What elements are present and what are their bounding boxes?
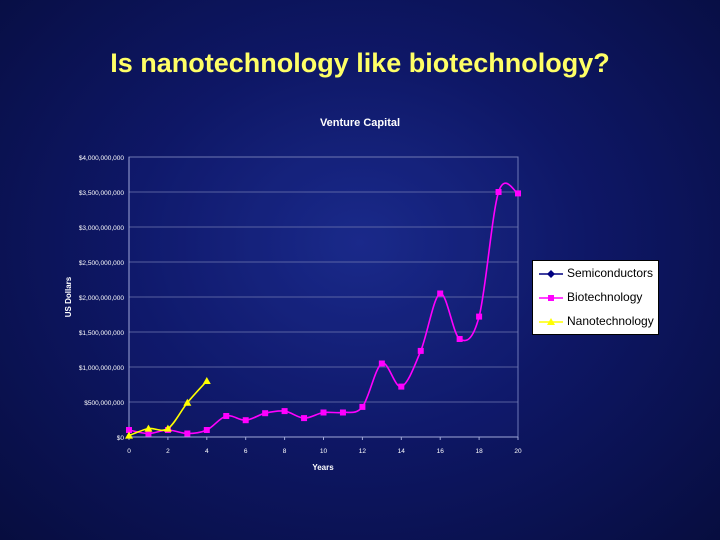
data-point <box>281 408 288 415</box>
data-point <box>262 410 269 417</box>
data-point <box>378 360 385 367</box>
data-point <box>223 413 230 419</box>
x-tick-label: 16 <box>437 448 445 455</box>
legend-item-nanotechnology: Nanotechnology <box>537 312 657 332</box>
data-point <box>144 424 153 432</box>
slide-title: Is nanotechnology like biotechnology? <box>110 48 610 78</box>
data-point <box>437 290 444 297</box>
x-tick-label: 4 <box>205 448 209 455</box>
data-point <box>184 430 191 437</box>
square-marker-icon <box>539 295 563 301</box>
x-tick-label: 0 <box>127 448 131 455</box>
y-tick-label: $3,000,000,000 <box>79 225 125 232</box>
x-tick-label: 8 <box>283 448 287 455</box>
chart-legend: Semiconductors Biotechnology Nanotechnol… <box>532 260 659 335</box>
legend-label: Semiconductors <box>567 266 654 280</box>
y-tick-label: $0 <box>117 435 125 442</box>
data-point <box>242 417 249 424</box>
y-tick-label: $500,000,000 <box>84 400 124 407</box>
data-point <box>417 347 424 354</box>
data-point <box>125 431 133 439</box>
data-point <box>320 409 327 416</box>
y-axis-label: US Dollars <box>64 276 73 317</box>
data-point <box>339 409 346 416</box>
y-tick-label: $1,000,000,000 <box>79 365 125 372</box>
triangle-marker-icon <box>539 318 563 325</box>
x-tick-label: 6 <box>244 448 248 455</box>
x-axis-label: Years <box>312 463 334 472</box>
plot-area: $0 $500,000,000 $1,000,000,000 $1,500,000,0… <box>79 155 522 455</box>
x-tick-label: 20 <box>514 448 522 455</box>
legend-label: Biotechnology <box>567 290 643 304</box>
data-point <box>359 403 366 410</box>
x-tick-label: 14 <box>398 448 406 455</box>
data-point <box>183 398 192 406</box>
data-point <box>398 383 405 390</box>
legend-item-biotechnology: Biotechnology <box>537 288 657 308</box>
x-tick-label: 18 <box>475 448 483 455</box>
x-tick-label: 10 <box>320 448 328 455</box>
y-tick-label: $3,500,000,000 <box>79 190 125 197</box>
chart-title: Venture Capital <box>320 117 400 129</box>
y-tick-label: $1,500,000,000 <box>79 330 125 337</box>
data-point <box>202 377 211 384</box>
y-tick-label: $4,000,000,000 <box>79 155 125 162</box>
x-tick-label: 12 <box>359 448 367 455</box>
legend-item-semiconductors: Semiconductors <box>537 264 657 284</box>
legend-label: Nanotechnology <box>567 314 654 328</box>
data-point <box>515 190 521 197</box>
data-point <box>163 424 172 432</box>
y-tick-label: $2,500,000,000 <box>79 260 125 267</box>
diamond-marker-icon <box>539 270 563 278</box>
data-point <box>301 415 308 422</box>
y-tick-label: $2,000,000,000 <box>79 295 125 302</box>
data-point <box>495 189 502 195</box>
data-point <box>126 427 132 433</box>
x-tick-label: 2 <box>166 448 170 455</box>
data-point <box>456 336 463 342</box>
data-point <box>203 427 210 433</box>
data-point <box>476 313 483 320</box>
data-point <box>145 430 152 437</box>
